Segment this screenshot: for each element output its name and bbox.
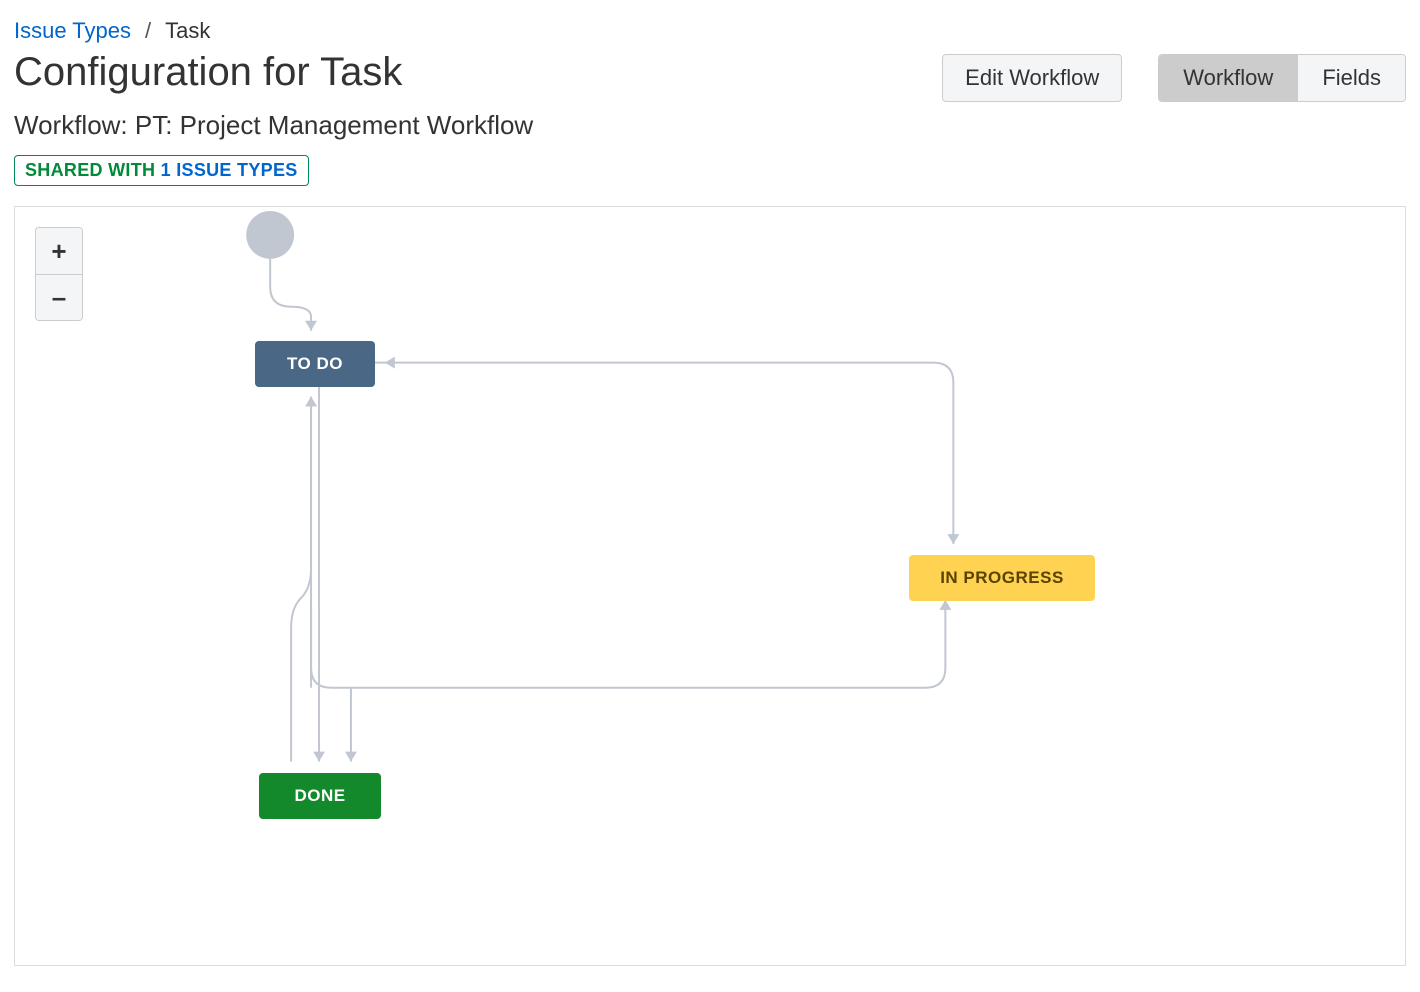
workflow-canvas[interactable]: + – TO DO IN PROGRESS DONE bbox=[14, 206, 1406, 966]
breadcrumb-root-link[interactable]: Issue Types bbox=[14, 18, 131, 44]
zoom-controls: + – bbox=[35, 227, 83, 321]
page-title: Configuration for Task bbox=[14, 50, 402, 95]
zoom-in-button[interactable]: + bbox=[36, 228, 82, 274]
workflow-status-inprogress[interactable]: IN PROGRESS bbox=[909, 555, 1095, 601]
view-toggle: Workflow Fields bbox=[1158, 54, 1406, 102]
workflow-status-todo[interactable]: TO DO bbox=[255, 341, 375, 387]
shared-badge[interactable]: SHARED WITH 1 ISSUE TYPES bbox=[14, 155, 309, 186]
header-row: Configuration for Task Edit Workflow Wor… bbox=[14, 50, 1406, 102]
edit-workflow-button[interactable]: Edit Workflow bbox=[942, 54, 1122, 102]
shared-badge-count: 1 ISSUE TYPES bbox=[161, 160, 298, 180]
tab-workflow[interactable]: Workflow bbox=[1159, 55, 1297, 101]
zoom-out-button[interactable]: – bbox=[36, 274, 82, 320]
workflow-status-done[interactable]: DONE bbox=[259, 773, 381, 819]
breadcrumb: Issue Types / Task bbox=[14, 18, 1406, 44]
breadcrumb-separator: / bbox=[145, 18, 151, 44]
workflow-subtitle: Workflow: PT: Project Management Workflo… bbox=[14, 110, 1406, 141]
header-actions: Edit Workflow Workflow Fields bbox=[942, 54, 1406, 102]
tab-fields[interactable]: Fields bbox=[1297, 55, 1405, 101]
breadcrumb-current: Task bbox=[165, 18, 210, 44]
shared-badge-prefix: SHARED WITH bbox=[25, 160, 161, 180]
shared-badge-wrap: SHARED WITH 1 ISSUE TYPES bbox=[14, 155, 1406, 186]
workflow-edges bbox=[15, 207, 1405, 965]
